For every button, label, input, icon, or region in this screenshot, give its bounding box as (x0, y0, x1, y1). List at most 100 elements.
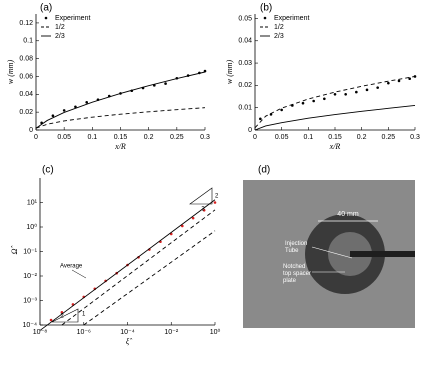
fit-line (35, 107, 206, 129)
fit-line (39, 199, 216, 331)
x-tick-label: 10⁻⁶ (77, 329, 91, 336)
y-tick-label: 0.04 (238, 38, 252, 45)
y-tick-label: 0.02 (238, 82, 252, 89)
data-point (74, 105, 77, 109)
y-tick-label: 10⁻⁴ (23, 322, 38, 329)
fit-line (254, 105, 416, 131)
fit-line (254, 76, 416, 129)
y-tick-label: 0.05 (238, 15, 252, 22)
legend-marker (263, 16, 267, 20)
data-point (301, 101, 305, 105)
x-tick-label: 10⁰ (210, 328, 221, 336)
data-point (387, 81, 390, 85)
legend-label: Experiment (55, 15, 90, 22)
x-tick-label: 10⁻⁴ (120, 329, 135, 336)
data-point (397, 79, 401, 83)
data-point (365, 88, 369, 92)
fit-line (61, 209, 216, 326)
x-tick-label: 0.2 (357, 134, 367, 141)
data-point (280, 108, 283, 112)
fit-line (35, 71, 206, 129)
legend-label: Experiment (274, 15, 309, 22)
legend-label: 1/2 (55, 24, 65, 31)
panel-label: (c) (42, 165, 54, 176)
annotation-arrow (311, 246, 353, 259)
y-tick-label: 10⁻² (23, 273, 37, 280)
panel-label: (a) (40, 3, 52, 14)
x-axis-label: x/R (329, 142, 341, 151)
data-point (85, 101, 88, 104)
x-tick-label: 0.15 (328, 134, 342, 141)
annotation-line: top spacer (283, 271, 311, 277)
annotation-line: Injection (285, 241, 307, 247)
y-tick-label: 0.06 (19, 73, 33, 80)
x-tick-label: 0.05 (57, 134, 71, 141)
x-tick-label: 0.1 (87, 134, 97, 141)
data-point (51, 114, 55, 118)
x-tick-label: 0.2 (144, 134, 154, 141)
y-tick-label: 0 (248, 127, 252, 134)
data-point (376, 86, 379, 89)
x-tick-label: 0 (34, 134, 38, 141)
slope-triangle (189, 187, 213, 205)
y-tick-label: 0.08 (19, 55, 33, 62)
data-point (344, 93, 347, 96)
y-tick-label: 0.04 (19, 91, 33, 98)
y-axis-label: Ω̂ (10, 246, 19, 255)
y-tick-label: 0.01 (238, 105, 252, 112)
annotation: 1 (82, 312, 86, 318)
legend-label: 2/3 (274, 33, 284, 40)
data-point (259, 117, 262, 121)
x-tick-label: 0.25 (170, 134, 184, 141)
annotation-arrow (71, 269, 87, 279)
data-point (164, 82, 167, 85)
data-point (333, 93, 337, 96)
y-axis-label: w (mm) (6, 60, 15, 85)
y-tick-label: 10⁰ (26, 223, 37, 231)
y-tick-label: 0.1 (23, 38, 33, 45)
y-tick-label: 0 (29, 127, 33, 134)
x-tick-label: 10⁻⁸ (33, 329, 47, 336)
data-point (191, 216, 195, 220)
data-point (355, 90, 358, 94)
data-point (181, 224, 184, 228)
injection-tube (350, 251, 415, 257)
panel-label: (b) (260, 3, 272, 14)
x-tick-label: 0.25 (382, 134, 396, 141)
x-tick-label: 0 (253, 134, 257, 141)
data-point (202, 209, 206, 212)
annotation-line: Tube (285, 248, 299, 254)
x-tick-label: 0.1 (303, 134, 313, 141)
y-tick-label: 0.03 (238, 60, 252, 67)
legend-marker (44, 16, 48, 20)
legend-label: 1/2 (274, 24, 284, 31)
y-axis-label: w (mm) (225, 60, 234, 85)
slope-triangle (51, 308, 79, 323)
annotation: 3 (201, 207, 205, 213)
annotation: 2 (215, 194, 219, 200)
annotation-line: Notched (283, 264, 305, 270)
x-tick-label: 0.15 (114, 134, 128, 141)
data-point (62, 109, 66, 112)
data-point (60, 310, 64, 314)
data-point (323, 97, 326, 101)
annotation: 40 mm (337, 211, 359, 218)
annotation: 2 (60, 314, 64, 320)
x-tick-label: 10⁻² (164, 329, 178, 336)
data-point (213, 201, 217, 204)
panel-label: (d) (258, 165, 270, 176)
annotation: Notched top spacer plate (283, 264, 311, 284)
annotation: Injection Tube (285, 241, 307, 254)
x-tick-label: 0.05 (275, 134, 289, 141)
annotation-line: plate (283, 278, 297, 284)
data-point (408, 77, 411, 80)
y-tick-label: 10¹ (27, 199, 38, 206)
data-point (49, 318, 53, 322)
legend-label: 2/3 (55, 33, 65, 40)
y-tick-label: 10⁻¹ (23, 248, 37, 255)
fit-line (83, 230, 216, 326)
x-tick-label: 0.3 (200, 134, 210, 141)
x-tick-label: 0.3 (410, 134, 420, 141)
data-point (413, 75, 417, 78)
